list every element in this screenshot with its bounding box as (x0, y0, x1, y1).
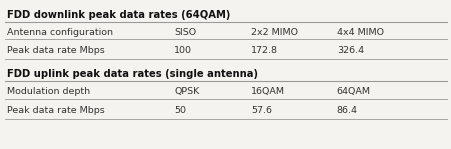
Text: 326.4: 326.4 (336, 46, 363, 55)
Text: 16QAM: 16QAM (250, 87, 284, 96)
Text: Peak data rate Mbps: Peak data rate Mbps (7, 46, 104, 55)
Text: 172.8: 172.8 (250, 46, 277, 55)
Text: FDD uplink peak data rates (single antenna): FDD uplink peak data rates (single anten… (7, 69, 257, 79)
Text: 100: 100 (174, 46, 192, 55)
Text: 57.6: 57.6 (250, 106, 271, 115)
Text: Modulation depth: Modulation depth (7, 87, 90, 96)
Text: 4x4 MIMO: 4x4 MIMO (336, 28, 383, 37)
Text: 2x2 MIMO: 2x2 MIMO (250, 28, 297, 37)
Text: FDD downlink peak data rates (64QAM): FDD downlink peak data rates (64QAM) (7, 10, 230, 20)
Text: 50: 50 (174, 106, 186, 115)
Text: 64QAM: 64QAM (336, 87, 370, 96)
Text: Peak data rate Mbps: Peak data rate Mbps (7, 106, 104, 115)
Text: QPSK: QPSK (174, 87, 199, 96)
Text: 86.4: 86.4 (336, 106, 357, 115)
Text: Antenna configuration: Antenna configuration (7, 28, 113, 37)
Text: SISO: SISO (174, 28, 196, 37)
